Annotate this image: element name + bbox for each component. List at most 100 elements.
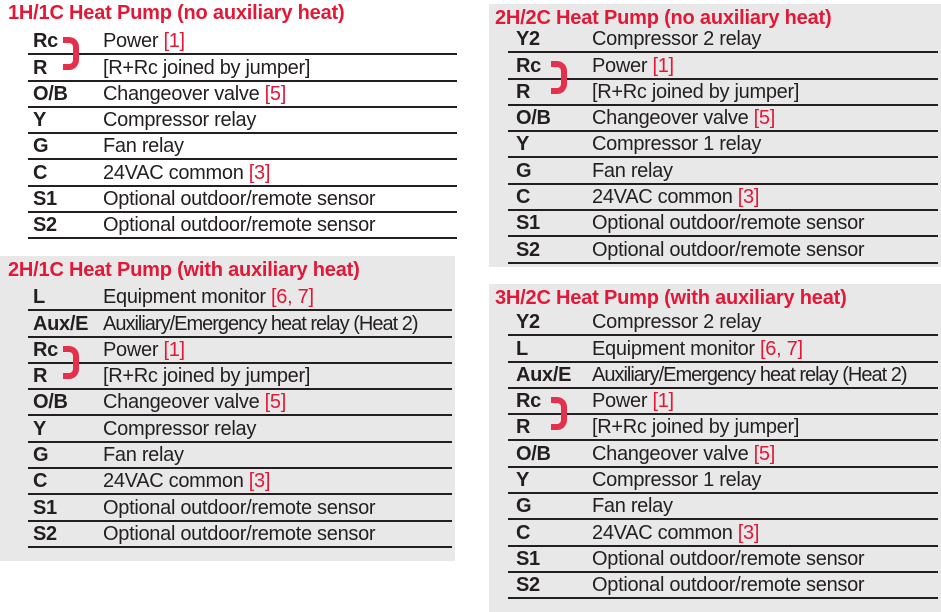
terminal-label: S2 — [516, 574, 540, 597]
table-row: S1 Optional outdoor/remote sensor — [28, 495, 452, 522]
table-row: Rc Power [1] — [28, 29, 457, 70]
table-row: G Fan relay — [28, 443, 452, 470]
table-row: Aux/E Auxiliary/Emergency heat relay (Hea… — [508, 363, 938, 389]
table-row: R [R+Rc joined by jumper] — [28, 55, 457, 82]
terminal-label: S1 — [516, 212, 540, 235]
terminal-description: Fan relay — [103, 135, 184, 158]
terminal-label: S1 — [33, 188, 57, 211]
terminal-description: Power [1] — [592, 54, 674, 77]
table-row: C 24VAC common [3] — [28, 469, 452, 496]
terminal-label: Aux/E — [33, 312, 89, 335]
terminal-description: Optional outdoor/remote sensor — [592, 238, 865, 261]
jumper-bracket-icon — [63, 37, 79, 70]
terminal-label: G — [33, 135, 49, 158]
table-row: Y2 Compressor 2 relay — [508, 27, 938, 54]
reference-note: [1] — [647, 390, 674, 413]
table-3h2c-heat-pump: 3H/2C Heat Pump (with auxiliary heat) Y2… — [489, 284, 941, 612]
terminal-label: G — [516, 495, 532, 518]
terminal-label: L — [33, 286, 45, 309]
terminal-description: Changeover valve [5] — [103, 391, 287, 414]
terminal-description: Auxiliary/Emergency heat relay (Heat 2) — [103, 312, 418, 335]
table-row: S2 Optional outdoor/remote sensor — [508, 573, 938, 600]
terminal-label: R — [516, 80, 531, 103]
terminal-description: 24VAC common [3] — [592, 186, 760, 209]
reference-note: [1] — [647, 54, 674, 77]
terminal-description: Optional outdoor/remote sensor — [103, 188, 376, 211]
table-row: Y Compressor 1 relay — [508, 468, 938, 495]
terminal-description: Power [1] — [103, 30, 185, 53]
terminal-description: Power [1] — [592, 390, 674, 413]
terminal-description: [R+Rc joined by jumper] — [592, 80, 800, 103]
terminal-description: 24VAC common [3] — [592, 521, 760, 544]
terminal-description: Optional outdoor/remote sensor — [103, 496, 376, 519]
reference-note: [5] — [259, 391, 287, 414]
terminal-description: Optional outdoor/remote sensor — [592, 574, 865, 597]
terminal-rows: Rc Power [1] R [R+Rc joined by jumper] O/B Ch… — [28, 29, 457, 240]
terminal-description: Optional outdoor/remote sensor — [592, 212, 865, 235]
table-title: 1H/1C Heat Pump (no auxiliary heat) — [8, 2, 345, 24]
terminal-label: S2 — [516, 238, 540, 261]
terminal-description: Changeover valve [5] — [103, 82, 287, 105]
table-row: Y Compressor relay — [28, 108, 457, 135]
terminal-label: Y — [516, 469, 530, 492]
terminal-label: O/B — [516, 442, 551, 465]
terminal-description: Compressor 1 relay — [592, 133, 762, 156]
terminal-label: C — [33, 161, 48, 184]
terminal-description: Optional outdoor/remote sensor — [103, 214, 376, 237]
table-row: R [R+Rc joined by jumper] — [28, 364, 452, 391]
table-row: L Equipment monitor [6, 7] — [28, 285, 452, 312]
terminal-label: R — [33, 56, 48, 79]
terminal-description: Changeover valve [5] — [592, 107, 776, 130]
terminal-description: Fan relay — [592, 495, 673, 518]
terminal-description: Power [1] — [103, 338, 185, 361]
jumper-bracket-icon — [551, 396, 567, 430]
table-row: R [R+Rc joined by jumper] — [508, 415, 938, 442]
terminal-label: L — [516, 337, 528, 360]
reference-note: [3] — [243, 470, 271, 493]
terminal-description: Optional outdoor/remote sensor — [103, 522, 376, 545]
terminal-description: Compressor relay — [103, 109, 257, 132]
table-row: G Fan relay — [508, 158, 938, 185]
table-row: O/B Changeover valve [5] — [508, 441, 938, 468]
terminal-label: Rc — [33, 30, 58, 53]
terminal-description: Compressor relay — [103, 417, 257, 440]
terminal-label: Y2 — [516, 311, 540, 334]
table-row: G Fan relay — [508, 494, 938, 521]
terminal-label: G — [33, 444, 49, 467]
terminal-description: [R+Rc joined by jumper] — [592, 416, 800, 439]
terminal-label: Y2 — [516, 28, 540, 51]
table-2h2c-heat-pump: 2H/2C Heat Pump (no auxiliary heat) Y2 Co… — [489, 4, 941, 267]
terminal-label: C — [33, 470, 48, 493]
table-row: C 24VAC common [3] — [508, 520, 938, 547]
table-row: O/B Changeover valve [5] — [28, 390, 452, 417]
terminal-label: R — [516, 416, 531, 439]
table-row: S1 Optional outdoor/remote sensor — [508, 547, 938, 573]
table-row: Aux/E Auxiliary/Emergency heat relay (Hea… — [28, 311, 452, 338]
terminal-label: Y — [516, 133, 530, 156]
terminal-rows: Y2 Compressor 2 relay Rc Power [1] R [R+Rc jo… — [508, 27, 938, 264]
table-title: 3H/2C Heat Pump (with auxiliary heat) — [495, 287, 847, 309]
terminal-label: Y — [33, 109, 47, 132]
terminal-label: Rc — [33, 338, 58, 361]
terminal-description: [R+Rc joined by jumper] — [103, 56, 311, 79]
terminal-label: O/B — [33, 391, 68, 414]
reference-note: [5] — [748, 442, 776, 465]
terminal-description: Equipment monitor [6, 7] — [592, 337, 803, 360]
table-1h1c-heat-pump: 1H/1C Heat Pump (no auxiliary heat) Rc Po… — [0, 0, 462, 246]
table-row: S2 Optional outdoor/remote sensor — [28, 522, 452, 548]
jumper-bracket-icon — [551, 61, 567, 95]
table-row: Rc Power [1] — [508, 53, 938, 95]
terminal-label: O/B — [33, 82, 68, 105]
table-row: G Fan relay — [28, 134, 457, 161]
terminal-label: S1 — [516, 547, 540, 570]
terminal-label: O/B — [516, 107, 551, 130]
reference-note: [6, 7] — [754, 337, 803, 360]
table-2h1c-heat-pump: 2H/1C Heat Pump (with auxiliary heat) L E… — [0, 256, 455, 561]
table-row: S2 Optional outdoor/remote sensor — [28, 213, 457, 240]
reference-note: [5] — [259, 82, 287, 105]
table-row: S2 Optional outdoor/remote sensor — [508, 237, 938, 264]
terminal-description: Fan relay — [592, 159, 673, 182]
table-row: R [R+Rc joined by jumper] — [508, 80, 938, 106]
terminal-label: Rc — [516, 54, 541, 77]
